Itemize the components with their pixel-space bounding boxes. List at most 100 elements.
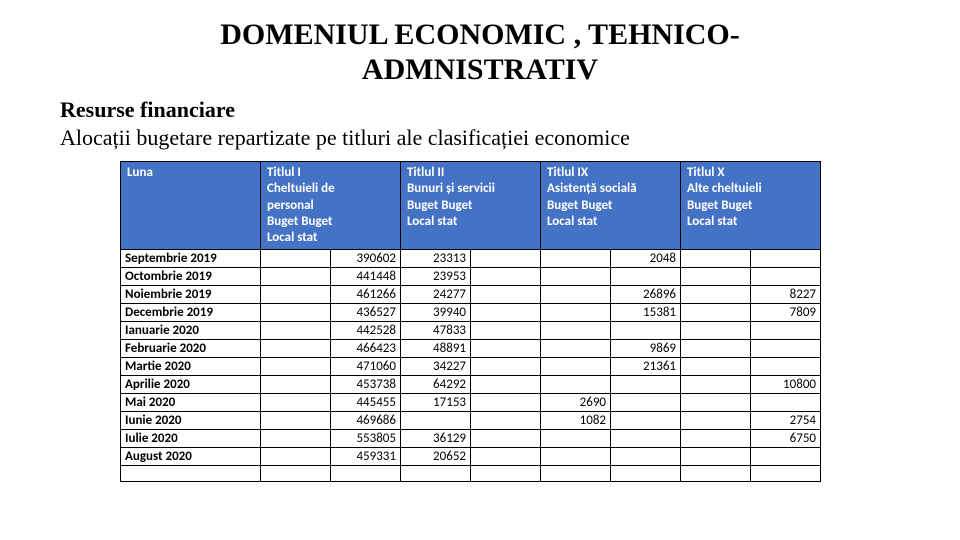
value-cell: 469686: [331, 412, 401, 430]
value-cell: [611, 268, 681, 286]
value-cell: 23313: [401, 250, 471, 268]
value-cell: [261, 286, 331, 304]
value-cell: [541, 340, 611, 358]
table-row: Octombrie 201944144823953: [121, 268, 821, 286]
value-cell: 390602: [331, 250, 401, 268]
value-cell: 64292: [401, 376, 471, 394]
table-row: Noiembrie 201946126624277268968227: [121, 286, 821, 304]
page-title: DOMENIUL ECONOMIC , TEHNICO- ADMNISTRATI…: [60, 18, 900, 87]
value-cell: [681, 268, 751, 286]
value-cell: [471, 394, 541, 412]
value-cell: [681, 322, 751, 340]
value-cell: [261, 250, 331, 268]
value-cell: [261, 430, 331, 448]
value-cell: [541, 268, 611, 286]
value-cell: [471, 322, 541, 340]
value-cell: [471, 412, 541, 430]
title-line-1: DOMENIUL ECONOMIC , TEHNICO-: [220, 18, 740, 51]
month-cell: Decembrie 2019: [121, 304, 261, 322]
value-cell: 23953: [401, 268, 471, 286]
table-row: Septembrie 2019 39060223313 2048: [121, 250, 821, 268]
value-cell: 24277: [401, 286, 471, 304]
month-cell: Iulie 2020: [121, 430, 261, 448]
value-cell: [261, 322, 331, 340]
value-cell: [261, 448, 331, 466]
value-cell: [471, 448, 541, 466]
title-line-2: ADMNISTRATIV: [362, 53, 598, 86]
month-cell: Mai 2020: [121, 394, 261, 412]
month-cell: Septembrie 2019: [121, 250, 261, 268]
table-row: Martie 20204710603422721361: [121, 358, 821, 376]
table-row: Ianuarie 202044252847833: [121, 322, 821, 340]
month-cell: Februarie 2020: [121, 340, 261, 358]
value-cell: [611, 322, 681, 340]
value-cell: [261, 376, 331, 394]
value-cell: [611, 394, 681, 412]
value-cell: [681, 412, 751, 430]
value-cell: [681, 304, 751, 322]
value-cell: [681, 358, 751, 376]
value-cell: [751, 250, 821, 268]
value-cell: 2048: [611, 250, 681, 268]
value-cell: 466423: [331, 340, 401, 358]
month-cell: Noiembrie 2019: [121, 286, 261, 304]
value-cell: [471, 304, 541, 322]
value-cell: 442528: [331, 322, 401, 340]
table-row: Aprilie 20204537386429210800: [121, 376, 821, 394]
value-cell: 39940: [401, 304, 471, 322]
value-cell: [751, 394, 821, 412]
value-cell: [751, 358, 821, 376]
value-cell: [541, 448, 611, 466]
month-cell: August 2020: [121, 448, 261, 466]
value-cell: [681, 430, 751, 448]
value-cell: 48891: [401, 340, 471, 358]
value-cell: [471, 268, 541, 286]
value-cell: 8227: [751, 286, 821, 304]
col-titlul-i: Titlul I Cheltuieli de personal Buget Bu…: [261, 162, 401, 250]
value-cell: [471, 430, 541, 448]
value-cell: 6750: [751, 430, 821, 448]
value-cell: 553805: [331, 430, 401, 448]
value-cell: [681, 286, 751, 304]
col-titlul-ii: Titlul II Bunuri și servicii Buget Buget…: [401, 162, 541, 250]
table-spacer-row: [121, 466, 821, 482]
value-cell: 461266: [331, 286, 401, 304]
value-cell: [611, 430, 681, 448]
value-cell: [471, 358, 541, 376]
value-cell: 2754: [751, 412, 821, 430]
value-cell: 471060: [331, 358, 401, 376]
value-cell: [611, 412, 681, 430]
value-cell: 2690: [541, 394, 611, 412]
value-cell: [471, 286, 541, 304]
value-cell: [681, 340, 751, 358]
value-cell: [681, 250, 751, 268]
subheading-2: Alocații bugetare repartizate pe titluri…: [60, 125, 900, 151]
value-cell: [471, 250, 541, 268]
table-row: Mai 2020445455171532690: [121, 394, 821, 412]
value-cell: 34227: [401, 358, 471, 376]
value-cell: [681, 448, 751, 466]
value-cell: 436527: [331, 304, 401, 322]
month-cell: Octombrie 2019: [121, 268, 261, 286]
value-cell: [541, 322, 611, 340]
value-cell: 20652: [401, 448, 471, 466]
value-cell: [541, 286, 611, 304]
value-cell: [401, 412, 471, 430]
table-row: Iunie 202046968610822754: [121, 412, 821, 430]
col-titlul-x: Titlul X Alte cheltuieli Buget Buget Loc…: [681, 162, 821, 250]
table-row: Februarie 2020466423488919869: [121, 340, 821, 358]
month-cell: Iunie 2020: [121, 412, 261, 430]
value-cell: 453738: [331, 376, 401, 394]
value-cell: [261, 268, 331, 286]
col-titlul-ix: Titlul IX Asistență socială Buget Buget …: [541, 162, 681, 250]
subheading-1: Resurse financiare: [60, 97, 900, 123]
value-cell: [681, 376, 751, 394]
value-cell: [541, 430, 611, 448]
value-cell: [471, 340, 541, 358]
col-luna: Luna: [121, 162, 261, 250]
value-cell: [751, 322, 821, 340]
value-cell: [751, 268, 821, 286]
table-row: Iulie 2020553805361296750: [121, 430, 821, 448]
allocations-table: Luna Titlul I Cheltuieli de personal Bug…: [120, 161, 821, 482]
value-cell: [261, 304, 331, 322]
